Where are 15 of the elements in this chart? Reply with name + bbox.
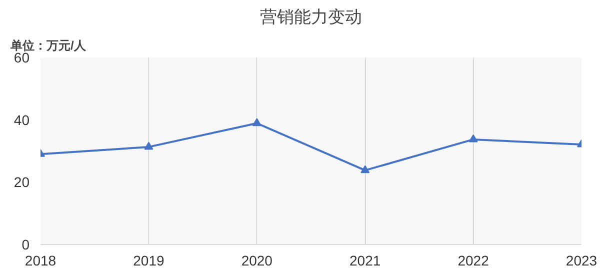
x-tick-label: 2022	[458, 252, 490, 268]
x-tick-label: 2018	[24, 252, 56, 268]
chart-title: 营销能力变动	[260, 8, 362, 26]
y-axis-title: 单位：万元/人	[10, 38, 87, 52]
point	[468, 134, 478, 142]
point	[144, 142, 154, 150]
point	[360, 165, 370, 174]
point	[252, 118, 262, 126]
x-tick-label: 2023	[566, 252, 598, 268]
y-tick-label: 20	[14, 174, 30, 190]
y-tick-label: 40	[14, 112, 30, 128]
x-tick-label: 2020	[241, 252, 273, 268]
y-tick-label: 0	[22, 236, 30, 252]
x-tick-label: 2019	[133, 252, 164, 268]
x-tick-label: 2021	[350, 252, 381, 268]
